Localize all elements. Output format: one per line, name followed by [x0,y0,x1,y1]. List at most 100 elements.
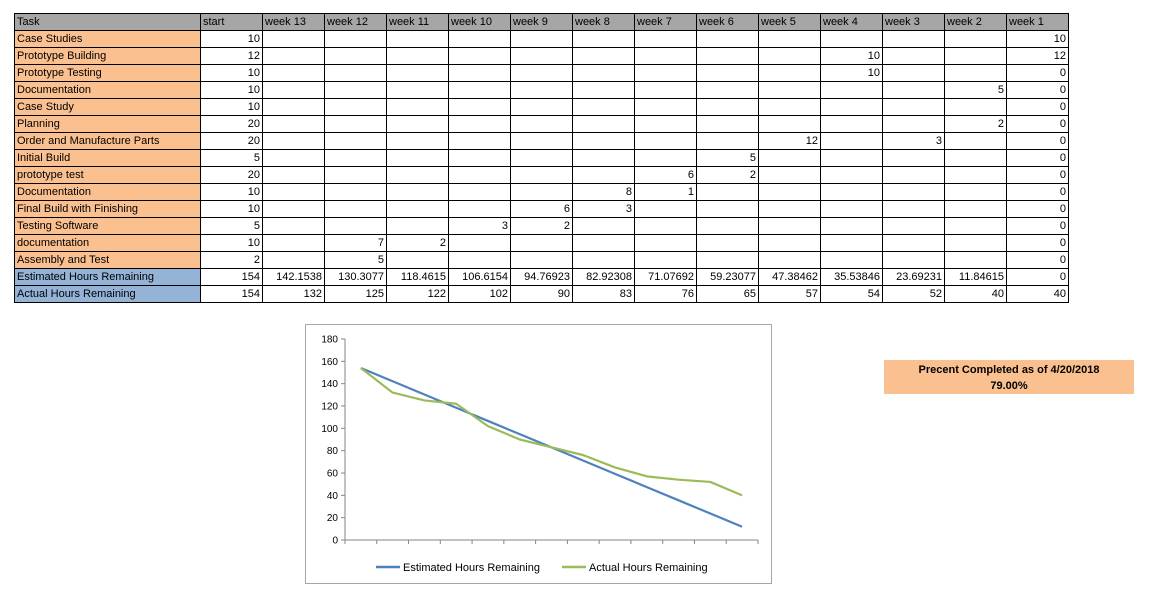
table-row: Case Studies 10 10 [14,30,1069,48]
table-row: Testing Software 5 3 2 0 [14,217,1069,235]
hours-cell: 0 [1006,183,1069,201]
hours-cell: 20 [200,132,263,150]
hours-cell: 142.1538 [262,268,325,286]
hours-cell [820,183,883,201]
hours-cell: 0 [1006,149,1069,167]
hours-cell [634,132,697,150]
table-row: Initial Build 5 5 0 [14,149,1069,167]
hours-cell [386,183,449,201]
task-name-cell: Final Build with Finishing [14,200,201,218]
hours-cell [944,251,1007,269]
hours-cell [510,149,573,167]
task-name-cell: Estimated Hours Remaining [14,268,201,286]
task-name-cell: Actual Hours Remaining [14,285,201,303]
hours-cell [696,234,759,252]
hours-cell: 0 [1006,268,1069,286]
hours-cell [758,47,821,65]
hours-cell [758,183,821,201]
hours-cell: 0 [1006,132,1069,150]
hours-cell [758,30,821,48]
hours-cell: 20 [200,166,263,184]
hours-cell [510,234,573,252]
hours-cell [324,115,387,133]
hours-cell: 118.4615 [386,268,449,286]
hours-cell [448,251,511,269]
column-header: start [200,13,263,31]
hours-cell [944,200,1007,218]
hours-cell: 23.69231 [882,268,945,286]
hours-cell: 3 [572,200,635,218]
task-name-cell: Documentation [14,81,201,99]
hours-cell [262,47,325,65]
hours-cell [634,251,697,269]
hours-cell: 2 [386,234,449,252]
hours-cell: 2 [510,217,573,235]
hours-cell [882,251,945,269]
hours-cell [820,132,883,150]
hours-cell [386,200,449,218]
hours-cell [944,64,1007,82]
hours-cell [882,217,945,235]
hours-cell: 20 [200,115,263,133]
table-row: Case Study 10 0 [14,98,1069,116]
hours-cell [820,234,883,252]
hours-cell: 6 [510,200,573,218]
hours-cell: 154 [200,268,263,286]
column-header: week 4 [820,13,883,31]
hours-cell [882,47,945,65]
task-name-cell: Prototype Testing [14,64,201,82]
hours-cell [386,217,449,235]
percent-completed-label: Precent Completed as of 4/20/2018 [918,364,1100,376]
hours-cell [758,98,821,116]
hours-cell [510,251,573,269]
hours-cell: 2 [696,166,759,184]
task-name-cell: Case Study [14,98,201,116]
task-name-cell: Initial Build [14,149,201,167]
hours-cell [820,81,883,99]
percent-completed-value: 79.00% [990,380,1028,392]
table-row: Assembly and Test 2 5 0 [14,251,1069,269]
hours-cell [324,47,387,65]
hours-cell [448,47,511,65]
hours-cell [634,98,697,116]
hours-cell: 0 [1006,64,1069,82]
hours-cell: 10 [820,47,883,65]
hours-cell [758,81,821,99]
column-header: week 1 [1006,13,1069,31]
y-tick-label: 180 [321,335,338,346]
hours-cell [758,234,821,252]
legend-label: Estimated Hours Remaining [403,562,540,574]
hours-cell: 3 [882,132,945,150]
hours-cell [820,115,883,133]
hours-cell: 0 [1006,81,1069,99]
hours-cell [324,183,387,201]
table-row: Actual Hours Remaining 154 132 125 122 102 90 8… [14,285,1069,303]
hours-cell [572,132,635,150]
column-header: week 11 [386,13,449,31]
hours-cell [696,81,759,99]
hours-cell: 0 [1006,251,1069,269]
task-name-cell: Planning [14,115,201,133]
hours-cell: 10 [200,183,263,201]
hours-cell [696,251,759,269]
hours-cell: 52 [882,285,945,303]
hours-cell [944,183,1007,201]
hours-cell: 0 [1006,98,1069,116]
table-row: Prototype Building 12 10 12 [14,47,1069,65]
hours-cell [324,166,387,184]
hours-cell: 54 [820,285,883,303]
hours-cell [324,64,387,82]
hours-cell: 5 [696,149,759,167]
table-row: Final Build with Finishing 10 6 3 0 [14,200,1069,218]
column-header: week 3 [882,13,945,31]
hours-cell: 5 [944,81,1007,99]
hours-cell: 0 [1006,166,1069,184]
hours-cell: 1 [634,183,697,201]
hours-cell [572,149,635,167]
hours-cell [448,115,511,133]
hours-cell: 12 [1006,47,1069,65]
column-header: week 2 [944,13,1007,31]
hours-cell [262,81,325,99]
hours-cell [634,217,697,235]
hours-cell [386,132,449,150]
